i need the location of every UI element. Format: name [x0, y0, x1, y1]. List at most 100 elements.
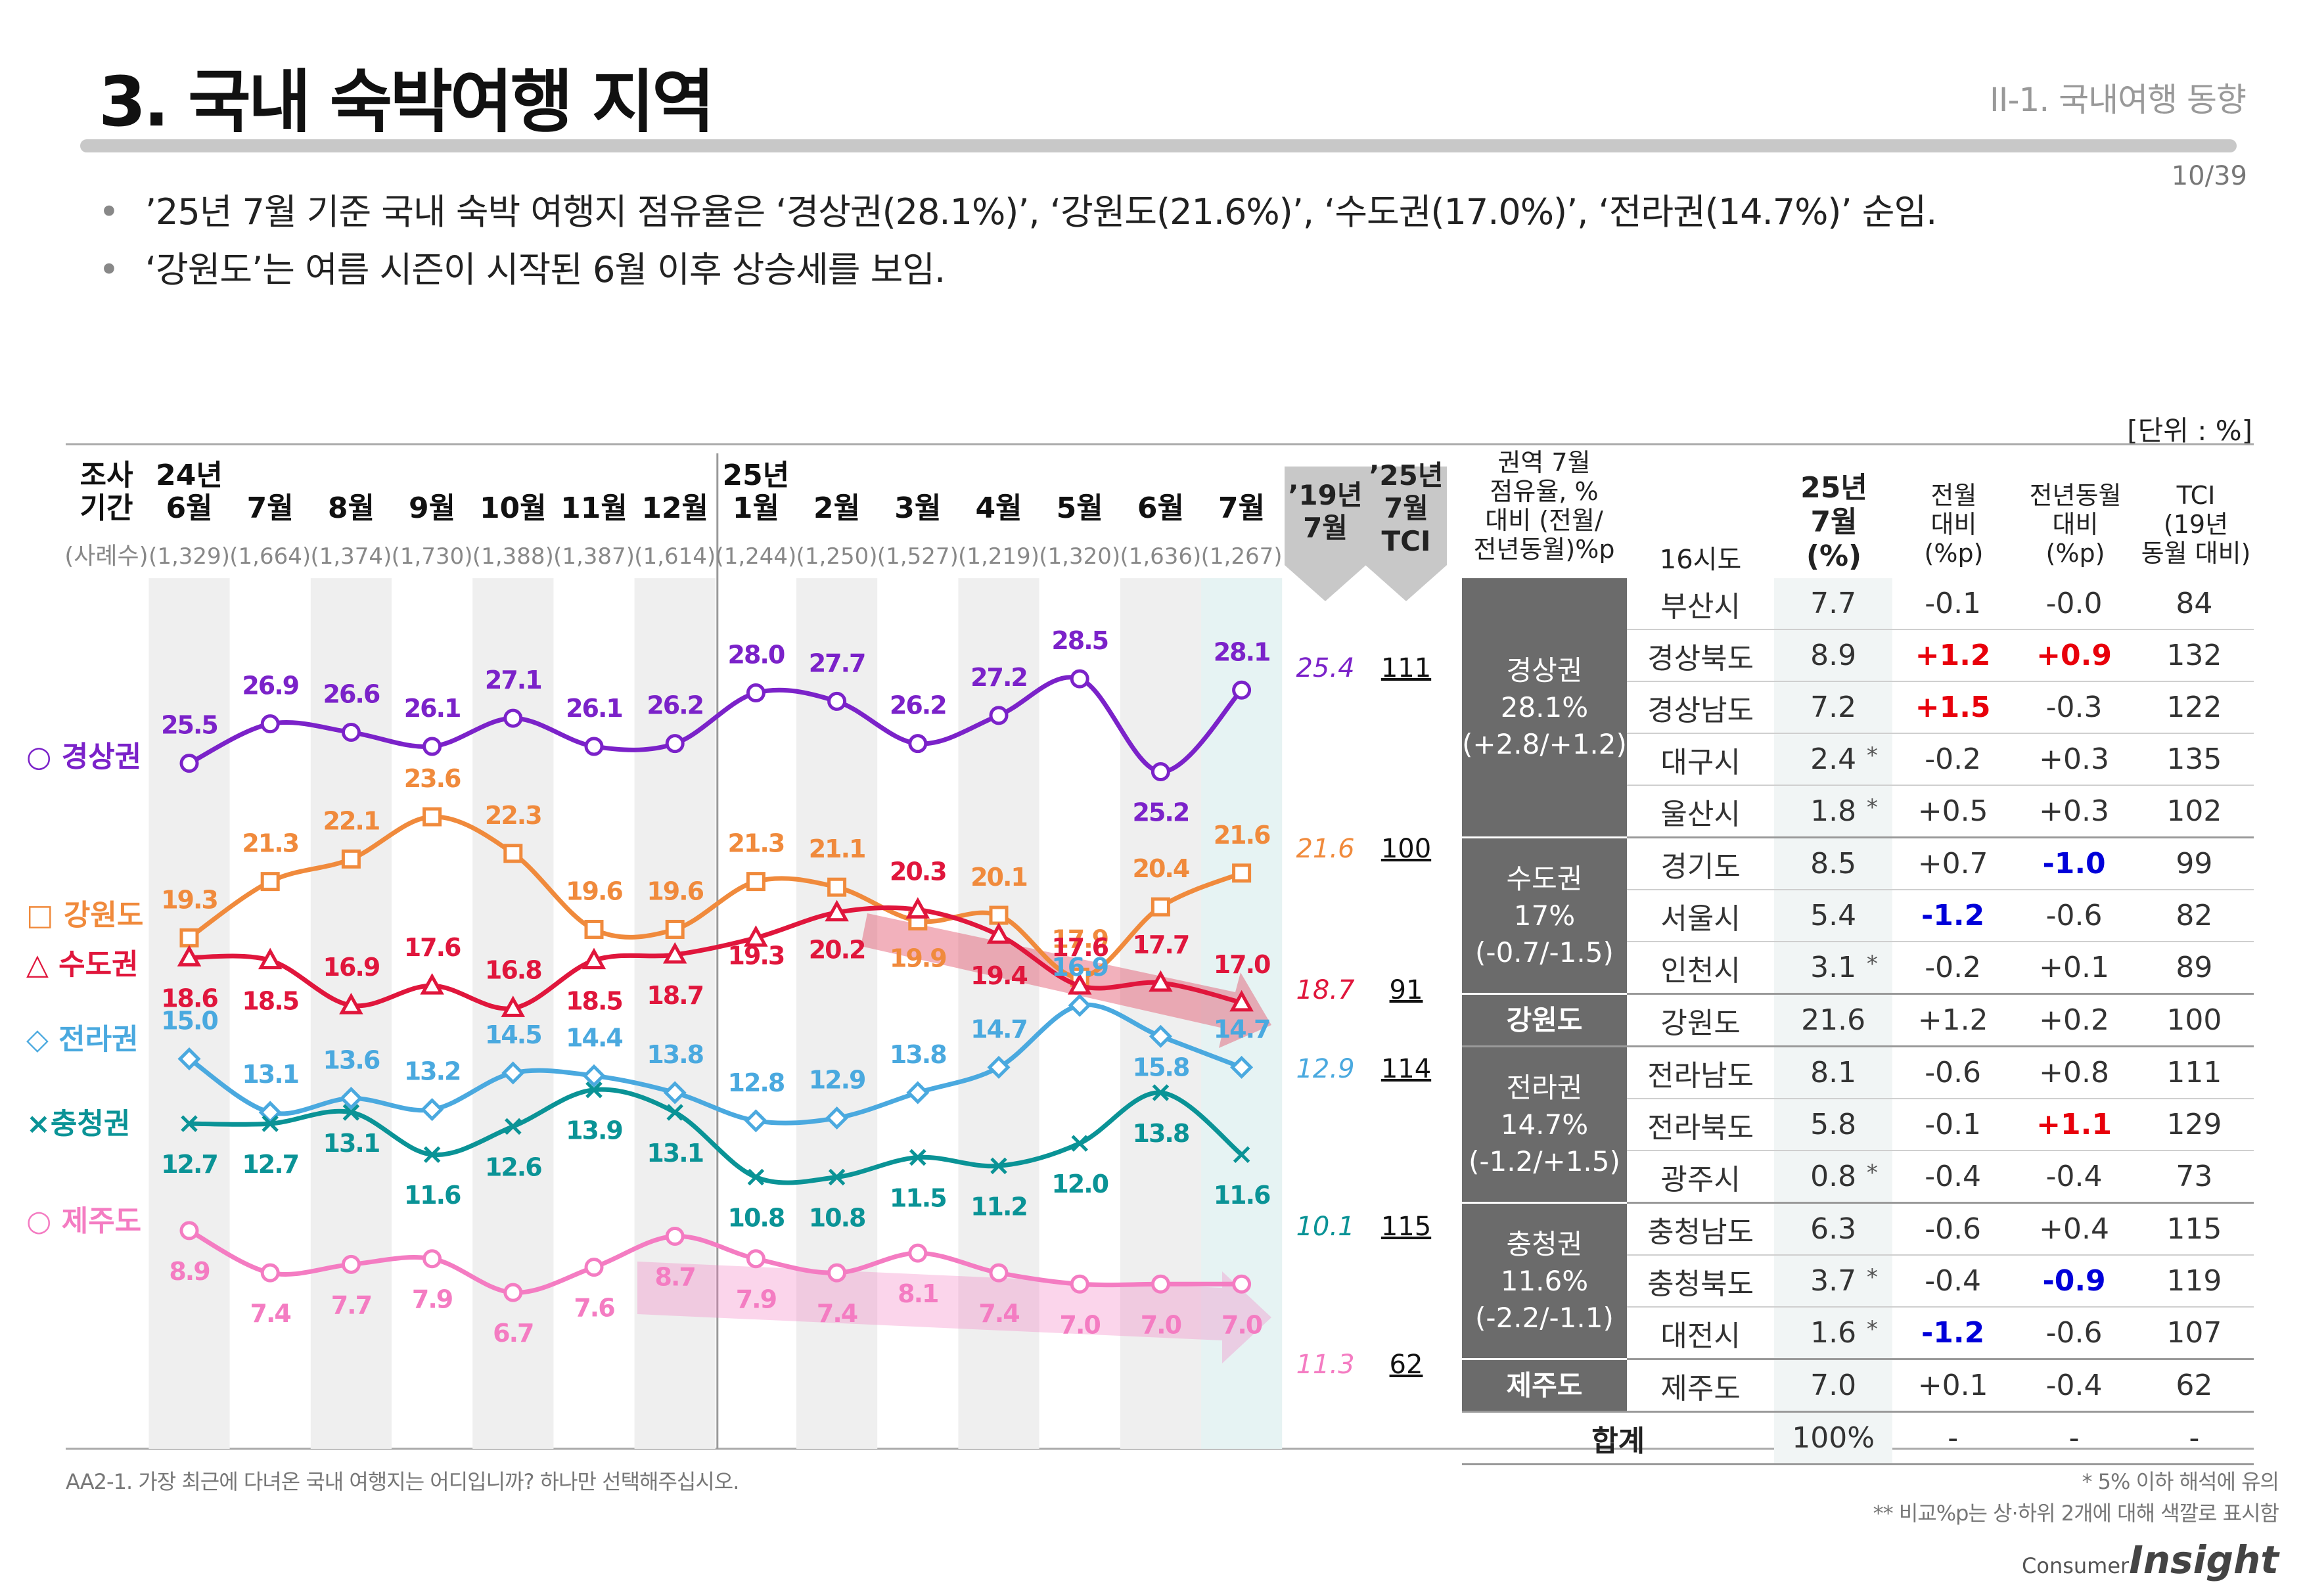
data-point [1151, 762, 1170, 782]
sample-size-label: (1,267) [1201, 543, 1283, 570]
yoy-cell: +0.3 [2013, 733, 2135, 786]
mom-cell: +0.5 [1892, 785, 2014, 838]
share-cell: 1.6 * [1774, 1307, 1892, 1360]
tci-value: 115 [1381, 1212, 1431, 1242]
data-point [584, 919, 604, 939]
data-label: 16.8 [485, 955, 541, 984]
data-label: 11.6 [1214, 1181, 1270, 1210]
data-point [260, 872, 280, 892]
data-label: 17.7 [1133, 930, 1189, 959]
mom-cell: +0.1 [1892, 1359, 2014, 1413]
table-row: 경상권 28.1% (+2.8/+1.2) 부산시 7.7 -0.1 -0.0 84 [1462, 578, 2254, 838]
total-mom: - [1892, 1411, 2014, 1465]
mom-cell: +1.2 [1892, 993, 2014, 1047]
yoy-cell: +1.1 [2013, 1099, 2135, 1151]
mom-cell: -1.2 [1892, 1307, 2014, 1360]
legend-label: ○ 제주도 [26, 1204, 141, 1238]
tci-header-bg [1365, 467, 1447, 601]
ref-2019-header: ’19년 7월 [1288, 479, 1362, 544]
tci-cell: 84 [2134, 578, 2254, 630]
category-label: 7월 [247, 491, 294, 525]
tci-cell: 132 [2134, 629, 2254, 682]
sample-size-label: (1,388) [472, 543, 554, 570]
data-label: 12.0 [1051, 1170, 1108, 1198]
city-cell: 서울시 [1626, 890, 1775, 942]
data-label: 26.1 [566, 694, 622, 723]
data-label: 25.2 [1133, 798, 1189, 827]
region-cell: 수도권 17% (-0.7/-1.5) [1462, 837, 1627, 995]
data-point [1232, 863, 1252, 883]
sample-size-label: (1,374) [310, 543, 392, 570]
data-label: 13.9 [566, 1116, 622, 1145]
category-label: 5월 [1057, 491, 1103, 525]
data-point [582, 1064, 606, 1087]
sample-size-label: (1,664) [229, 543, 311, 570]
data-point [341, 849, 361, 869]
data-point [909, 1149, 926, 1166]
tci-cell: 89 [2134, 942, 2254, 995]
data-point [179, 928, 199, 947]
data-label: 17.6 [404, 933, 461, 962]
data-label: 28.5 [1051, 626, 1108, 655]
data-point [1071, 1135, 1088, 1152]
tci-cell: 82 [2134, 890, 2254, 942]
data-label: 28.0 [728, 641, 785, 670]
data-point [1149, 970, 1173, 992]
category-label: 11월 [560, 491, 628, 525]
ref-2019-value: 18.7 [1296, 975, 1355, 1005]
sample-size-label: (1,250) [796, 543, 878, 570]
yoy-cell: -0.4 [2013, 1151, 2135, 1204]
data-point [339, 1086, 363, 1110]
data-label: 7.4 [250, 1299, 291, 1328]
legend-label: □ 강원도 [26, 898, 143, 932]
data-label: 7.9 [412, 1285, 453, 1314]
category-label: 25년 1월 [723, 459, 790, 525]
mom-cell: +0.7 [1892, 837, 2014, 890]
data-point [1151, 897, 1170, 917]
data-point [501, 1061, 525, 1085]
city-cell: 울산시 [1626, 785, 1775, 838]
tci-value: 100 [1381, 834, 1431, 864]
data-label: 25.5 [161, 711, 217, 740]
logo: ConsumerInsight [2022, 1538, 2279, 1582]
mom-cell: -0.1 [1892, 1099, 2014, 1151]
data-point [987, 1055, 1011, 1079]
data-point [908, 734, 928, 754]
data-point [989, 905, 1009, 925]
data-label: 15.8 [1133, 1053, 1189, 1082]
data-point [177, 945, 202, 967]
data-point [908, 1243, 928, 1263]
data-point [260, 1263, 280, 1283]
tci-cell: 107 [2134, 1307, 2254, 1360]
data-label: 7.9 [736, 1285, 777, 1314]
mom-cell: -0.2 [1892, 733, 2014, 786]
data-point [339, 993, 363, 1015]
city-cell: 경기도 [1626, 837, 1775, 890]
row-label-sample: (사례수) [64, 543, 148, 570]
share-cell: 8.9 [1774, 629, 1892, 682]
legend-label: ◇ 전라권 [26, 1023, 139, 1057]
data-label: 16.9 [323, 953, 380, 982]
data-point [663, 1081, 687, 1105]
region-cell: 경상권 28.1% (+2.8/+1.2) [1462, 578, 1627, 838]
data-point [422, 807, 442, 827]
data-point [906, 1081, 930, 1105]
data-point [1230, 1055, 1254, 1079]
tci-cell: 135 [2134, 733, 2254, 786]
mom-cell: +1.5 [1892, 681, 2014, 734]
total-label: 합계 [1462, 1411, 1775, 1465]
table-row: 인천시 3.1 * -0.2 +0.1 89 [1462, 942, 2254, 995]
yoy-cell: +0.9 [2013, 629, 2135, 682]
row-label-period: 조사 기간 [80, 459, 133, 525]
small-sample-mark: * [1866, 742, 1878, 769]
data-point [905, 897, 930, 919]
data-label: 28.1 [1214, 637, 1270, 666]
category-label: 12월 [641, 491, 708, 525]
data-point [503, 708, 523, 728]
data-point [828, 1168, 846, 1186]
share-cell: 7.2 [1774, 681, 1892, 734]
data-point [341, 723, 361, 742]
total-row: 합계 100% - - - [1462, 1411, 2254, 1465]
data-label: 8.9 [169, 1257, 210, 1286]
yoy-cell: -0.0 [2013, 578, 2135, 630]
